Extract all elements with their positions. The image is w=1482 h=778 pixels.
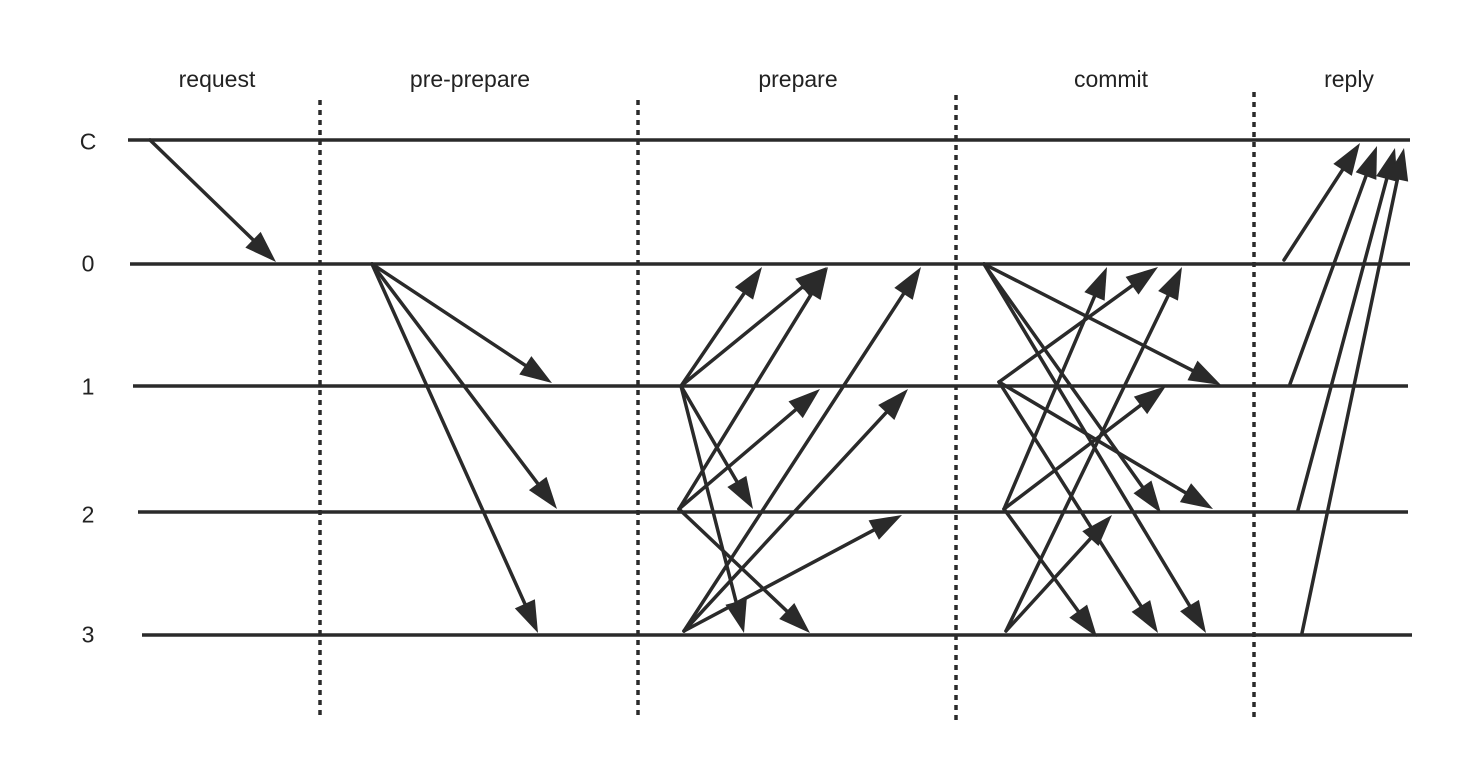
phase-label-commit: commit (1073, 66, 1149, 92)
message-arrow (1296, 148, 1398, 512)
phase-label-request: request (178, 66, 256, 92)
message-arrow (682, 267, 921, 633)
message-arrow (1002, 267, 1107, 511)
phase-dividers (318, 92, 1256, 722)
message-arrow (370, 262, 557, 509)
node-label-2: 2 (81, 501, 95, 528)
message-arrow (370, 262, 538, 633)
message-arrow (677, 389, 820, 511)
message-arrow (1004, 267, 1182, 633)
node-label-1: 1 (81, 373, 95, 400)
phase-label-prepare: prepare (758, 66, 838, 92)
node-label-3: 3 (81, 621, 95, 648)
node-label-0: 0 (81, 250, 95, 277)
message-arrow (677, 507, 810, 633)
message-arrow (1288, 146, 1377, 386)
message-arrow (1002, 386, 1166, 511)
message-arrow (679, 384, 747, 633)
message-arrow (1300, 148, 1409, 635)
message-arrow (677, 267, 828, 511)
message-arrow (997, 380, 1213, 509)
message-arrow (370, 262, 552, 383)
message-arrow (148, 138, 276, 262)
phase-label-reply: reply (1324, 66, 1374, 92)
message-arrow (1282, 143, 1360, 262)
node-timelines (128, 138, 1412, 637)
node-label-client: C (79, 128, 97, 155)
message-arrow (1004, 515, 1112, 633)
message-arrow (679, 267, 762, 388)
message-arrows (148, 138, 1409, 637)
phase-label-pre-prepare: pre-prepare (409, 66, 531, 92)
message-arrow (682, 389, 908, 633)
message-arrow (1002, 507, 1097, 637)
message-arrow (997, 267, 1158, 384)
message-arrow (682, 515, 902, 633)
